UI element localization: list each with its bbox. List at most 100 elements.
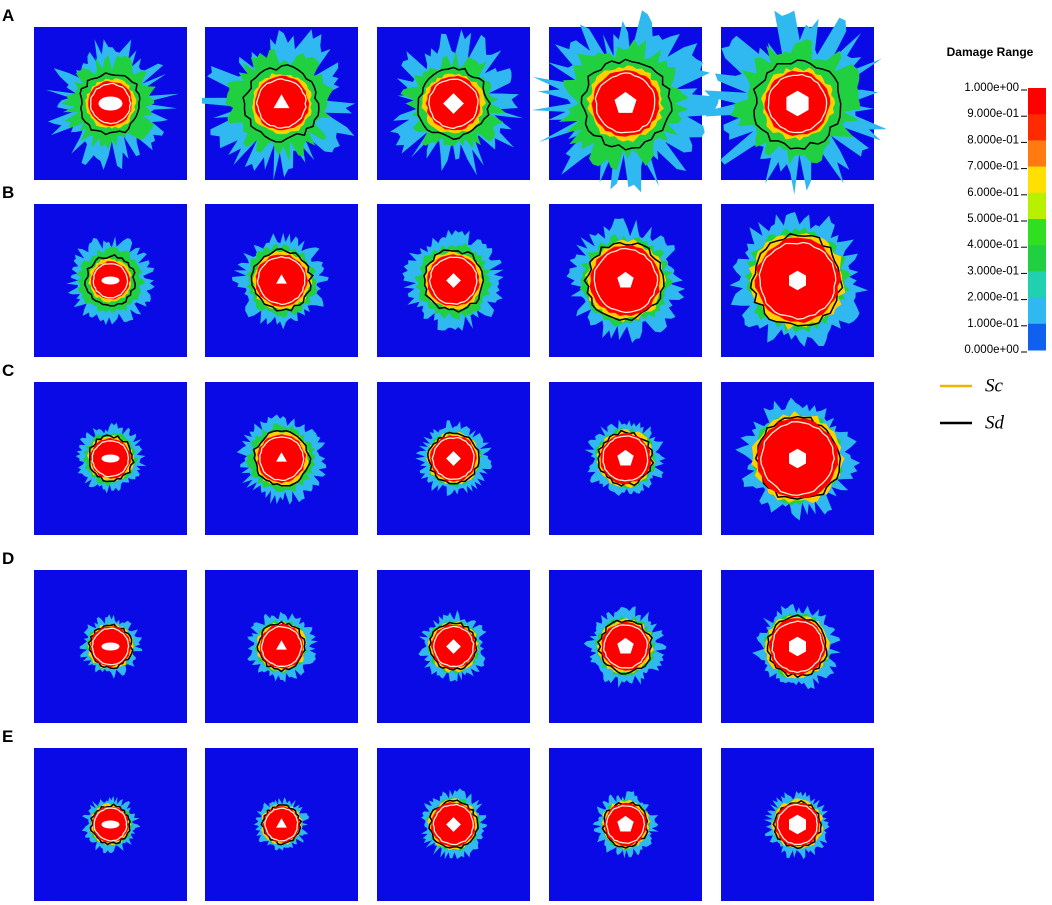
- borehole: [789, 636, 806, 657]
- sc-contour: [256, 256, 306, 306]
- sc-contour: [91, 440, 130, 478]
- row-label: B: [2, 183, 14, 202]
- sc-contour: [255, 78, 307, 129]
- colorbar-segment: [1028, 140, 1046, 168]
- row-label: C: [2, 361, 14, 380]
- sc-contour: [776, 803, 818, 846]
- sd-contour: [428, 799, 479, 849]
- borehole: [101, 276, 120, 285]
- sd-contour: [260, 804, 303, 846]
- sd-contour: [772, 800, 823, 850]
- colorbar-segment: [1028, 297, 1046, 325]
- sd-contour: [252, 430, 312, 487]
- sc-contour: [91, 627, 130, 666]
- sd-contour: [427, 431, 480, 485]
- sc-contour: [260, 625, 303, 668]
- sc-contour: [602, 435, 649, 482]
- sc-contour: [428, 256, 478, 305]
- borehole: [614, 91, 637, 113]
- colorbar-segment: [1028, 166, 1046, 194]
- sd-contour: [580, 58, 673, 151]
- sc-contour: [428, 78, 479, 130]
- sc-contour: [92, 263, 129, 299]
- borehole: [276, 640, 287, 650]
- colorbar-tick-label: 3.000e-01: [967, 265, 1019, 277]
- sd-contour: [417, 66, 491, 141]
- borehole: [617, 271, 634, 288]
- sc-contour: [758, 241, 837, 320]
- colorbar-segment: [1028, 88, 1046, 115]
- borehole: [101, 454, 120, 463]
- borehole: [617, 449, 634, 466]
- colorbar-tick-label: 8.000e-01: [967, 134, 1019, 146]
- sc-contour: [594, 72, 656, 134]
- borehole: [443, 93, 464, 114]
- sd-contour: [242, 64, 320, 143]
- sc-contour: [760, 421, 835, 497]
- sc-contour: [593, 247, 659, 314]
- borehole: [276, 274, 287, 284]
- sd-contour: [428, 621, 478, 671]
- borehole: [789, 814, 806, 835]
- sc-contour: [771, 620, 824, 674]
- colorbar-tick-label: 6.000e-01: [967, 187, 1019, 199]
- sc-contour: [605, 805, 646, 845]
- sd-contour: [87, 623, 134, 670]
- colorbar-segment: [1028, 114, 1046, 141]
- borehole: [789, 270, 806, 291]
- colorbar-tick-label: 1.000e-01: [967, 318, 1019, 330]
- row-label: D: [2, 549, 14, 568]
- borehole: [446, 451, 461, 466]
- sc-contour: [89, 82, 132, 125]
- sc-contour: [602, 624, 648, 669]
- colorbar-tick-label: 0.000e+00: [964, 344, 1019, 356]
- borehole: [276, 818, 287, 828]
- colorbar-tick-label: 4.000e-01: [967, 239, 1019, 251]
- colorbar-tick-label: 2.000e-01: [967, 292, 1019, 304]
- borehole: [617, 815, 634, 832]
- colorbar-tick-label: 5.000e-01: [967, 213, 1019, 225]
- sd-contour: [79, 72, 141, 136]
- borehole: [786, 90, 809, 117]
- row-label: E: [2, 727, 13, 746]
- sc-contour: [259, 436, 305, 482]
- legend-label: Sc: [985, 375, 1004, 396]
- sd-contour: [423, 249, 485, 313]
- sd-contour: [256, 620, 306, 673]
- sd-contour: [749, 232, 844, 327]
- sd-contour: [766, 614, 828, 679]
- borehole: [276, 452, 287, 462]
- colorbar-segment: [1028, 219, 1046, 246]
- borehole: [617, 637, 634, 654]
- colorbar-segment: [1028, 245, 1046, 272]
- colorbar-segment: [1028, 271, 1046, 299]
- sd-contour: [88, 434, 135, 483]
- borehole: [446, 273, 461, 288]
- borehole: [273, 94, 290, 109]
- colorbar-tick-label: 1.000e+00: [964, 82, 1019, 94]
- sd-contour: [250, 248, 314, 312]
- sd-contour: [752, 59, 842, 150]
- colorbar-segment: [1028, 323, 1046, 351]
- sc-contour: [432, 625, 475, 668]
- sd-contour: [84, 254, 137, 307]
- sc-contour: [264, 807, 299, 842]
- row-label: A: [2, 6, 14, 25]
- sc-contour: [431, 436, 475, 480]
- sc-contour: [432, 803, 474, 846]
- sc-contour: [93, 807, 128, 842]
- sd-contour: [89, 803, 131, 846]
- sd-contour: [597, 619, 653, 675]
- colorbar-tick-label: 7.000e-01: [967, 161, 1019, 173]
- colorbar-tick-label: 9.000e-01: [967, 108, 1019, 120]
- borehole: [101, 642, 120, 651]
- sc-contour: [767, 73, 828, 134]
- sd-contour: [583, 241, 665, 322]
- borehole: [98, 96, 123, 111]
- legend-title: Damage Range: [947, 45, 1034, 59]
- borehole: [101, 820, 120, 829]
- borehole: [446, 817, 461, 832]
- borehole: [789, 448, 806, 469]
- borehole: [446, 639, 461, 654]
